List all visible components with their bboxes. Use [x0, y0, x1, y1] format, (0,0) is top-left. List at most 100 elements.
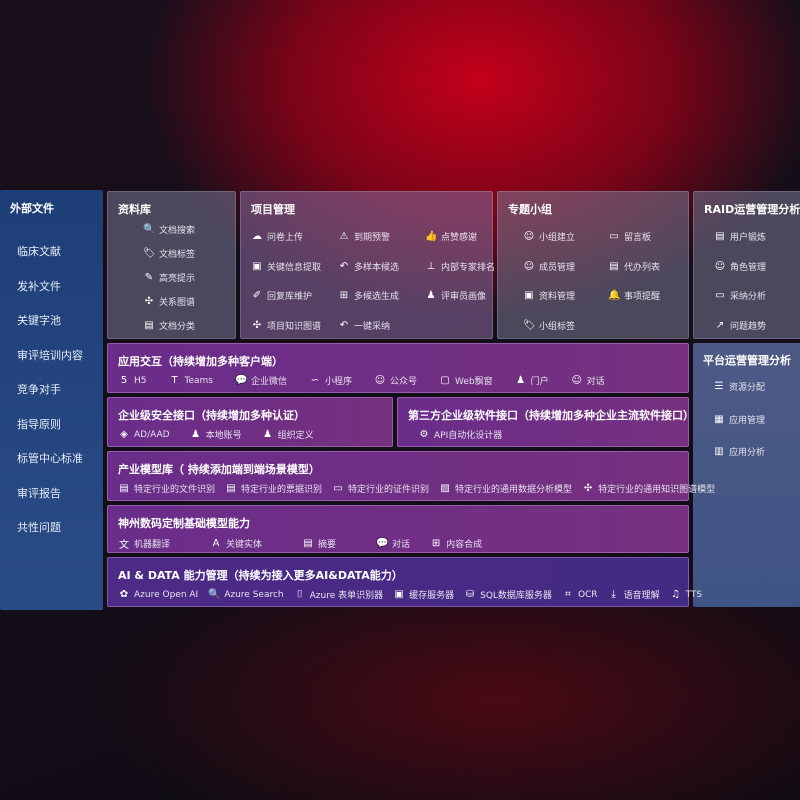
feature-item[interactable]: ▭ 特定行业的证件识别	[332, 482, 429, 495]
feature-item[interactable]: ☺ 角色管理	[714, 260, 766, 273]
ocr-icon: ⌗	[565, 589, 571, 600]
feature-item[interactable]: ▤ 特定行业的票据识别	[225, 482, 322, 495]
sidebar-item[interactable]: 审评报告	[17, 486, 61, 500]
feature-item[interactable]: ▢ Web飘窗	[439, 374, 492, 387]
sidebar-item[interactable]: 发补文件	[17, 279, 61, 293]
feature-label: 多样本候选	[354, 262, 400, 273]
feature-item[interactable]: ⛁ SQL数据库服务器	[464, 588, 552, 601]
feature-item[interactable]: 5 H5	[118, 374, 147, 387]
feature-item[interactable]: ▦ 应用管理	[713, 413, 765, 426]
feature-item[interactable]: ↶ 一键采纳	[338, 319, 390, 332]
feature-item[interactable]: ☺ 小组建立	[523, 230, 575, 243]
feature-item[interactable]: ◈ AD/AAD	[118, 428, 169, 441]
feature-item[interactable]: ↶ 多样本候选	[338, 260, 399, 273]
sidebar-item[interactable]: 审评培训内容	[17, 348, 83, 362]
list-icon: ☰	[714, 381, 724, 392]
feature-item[interactable]: ✣ 关系图谱	[143, 295, 195, 308]
feature-item[interactable]: ▥ 应用分析	[713, 445, 765, 458]
feature-item[interactable]: ▨ 特定行业的通用数据分析模型	[439, 482, 572, 495]
person-icon: ♟	[426, 290, 436, 301]
feature-item[interactable]: ▣ 缓存服务器	[393, 588, 454, 601]
feature-item[interactable]: 🔔 事项提醒	[608, 289, 660, 302]
feature-item[interactable]: ♫ TTS	[670, 588, 702, 601]
feature-item[interactable]: 💬 对话	[376, 536, 410, 551]
feature-item[interactable]: ▤ 摘要	[302, 536, 336, 551]
feature-item[interactable]: ☰ 资源分配	[713, 380, 766, 393]
feature-item[interactable]: A 关键实体	[210, 536, 262, 551]
sidebar-item[interactable]: 标管中心标准	[17, 452, 83, 465]
sidebar-item[interactable]: 指导原则	[17, 417, 61, 431]
feature-item[interactable]: ♟ 评审员画像	[425, 289, 487, 302]
feature-item[interactable]: ♟ 组织定义	[262, 428, 314, 441]
feature-item[interactable]: ⌷ Azure 表单识别器	[294, 588, 384, 601]
feature-label: 用户锻炼	[730, 233, 767, 243]
feature-item[interactable]: ⚠ 到期预警	[338, 230, 391, 243]
feature-item[interactable]: 👍 点赞感谢	[425, 230, 477, 243]
search-doc-icon: 🔍	[208, 589, 221, 600]
sql-icon: ⛁	[465, 589, 475, 600]
feature-label: 机器翻译	[134, 540, 171, 550]
feature-item[interactable]: ☺ 对话	[571, 374, 604, 387]
panel-title: 第三方企业级软件接口（持续增加多种企业主流软件接口）	[408, 409, 694, 422]
feature-item[interactable]: ▤ 用户锻炼	[714, 230, 766, 243]
feature-item[interactable]: 🏷 文档标签	[143, 247, 195, 260]
sidebar-item[interactable]: 共性问题	[17, 521, 61, 534]
feature-item[interactable]: 🏷 小组标签	[523, 319, 575, 332]
feature-item[interactable]: ⊞ 多候选生成	[338, 289, 399, 302]
feature-item[interactable]: ▣ 资料管理	[523, 289, 575, 302]
edit-icon: ✐	[252, 290, 262, 301]
feature-item[interactable]: ∽ 小程序	[309, 374, 352, 387]
feature-item[interactable]: ⚙ API自动化设计器	[418, 428, 503, 441]
panel-title: 资料库	[118, 203, 151, 216]
feature-label: 摘要	[318, 540, 337, 550]
feature-item[interactable]: ☺ 公众号	[374, 374, 417, 387]
feature-label: 成员管理	[539, 262, 576, 273]
feature-item[interactable]: ⊞ 内容合成	[430, 536, 482, 551]
feature-item[interactable]: ✎ 高亮提示	[143, 271, 195, 284]
feature-item[interactable]: ☺ 成员管理	[523, 260, 575, 273]
feature-item[interactable]: ▤ 文档分类	[143, 319, 195, 332]
feature-item[interactable]: 🔍 文档搜索	[143, 223, 195, 236]
feature-item[interactable]: 🔍 Azure Search	[208, 588, 283, 601]
feature-item[interactable]: ▭ 留言板	[608, 230, 651, 243]
feature-item[interactable]: ✐ 回复库维护	[251, 289, 312, 302]
sidebar-item[interactable]: 临床文献	[17, 245, 61, 258]
feature-item[interactable]: 文机器翻译	[118, 536, 170, 551]
feature-label: 关键实体	[226, 540, 263, 550]
feature-item[interactable]: ▭ 采纳分析	[714, 289, 766, 302]
feature-item[interactable]: ✣ 特定行业的通用知识图谱模型	[582, 482, 715, 495]
feature-item[interactable]: ⌗ OCR	[562, 588, 597, 601]
feature-item[interactable]: ♟ 门户	[515, 374, 549, 387]
feature-label: 语音理解	[623, 591, 660, 601]
sidebar-item[interactable]: 竞争对手	[17, 383, 61, 396]
feature-item[interactable]: ♟ 本地账号	[190, 428, 242, 441]
doc-search-icon: 🔍	[143, 224, 156, 235]
feature-label: 评审员画像	[441, 292, 487, 302]
feature-label: 多候选生成	[354, 292, 400, 302]
file-icon: ▤	[119, 483, 129, 494]
graph-icon: ✣	[583, 483, 593, 494]
summary-icon: ▤	[303, 538, 313, 549]
feature-item[interactable]: ▤ 代办列表	[608, 260, 660, 273]
feature-item[interactable]: ↗ 问题趋势	[714, 319, 766, 332]
feature-item[interactable]: ▣ 关键信息提取	[251, 260, 321, 273]
feature-item[interactable]: ✿ Azure Open AI	[118, 588, 198, 601]
feature-label: 特定行业的通用知识图谱模型	[598, 485, 716, 495]
knowledge-graph-icon: ✣	[252, 319, 262, 331]
extract-icon: ▣	[252, 260, 262, 272]
panel-title: 应用交互（持续增加多种客户端）	[118, 355, 283, 368]
feature-item[interactable]: ✣ 项目知识图谱	[251, 319, 321, 332]
feature-item[interactable]: ⤓ 语音理解	[608, 588, 660, 601]
feature-item[interactable]: ▤ 特定行业的文件识别	[118, 482, 215, 495]
id-card-icon: ▤	[715, 231, 725, 242]
tts-icon: ♫	[671, 589, 681, 600]
feature-item[interactable]: ☁ 问卷上传	[251, 230, 303, 243]
feature-item[interactable]: 💬 企业微信	[235, 374, 287, 387]
panel-platform: 平台运营管理分析 ☰ 资源分配 ▦ 应用管理 ▥ 应用分析	[693, 343, 800, 607]
feature-label: 组织定义	[277, 431, 314, 441]
sidebar-item[interactable]: 关键字池	[17, 314, 61, 327]
panel-project-management: 项目管理 ☁ 问卷上传 ⚠ 到期预警 👍 点赞感谢 ▣ 关键信息提取 ↶ 多样本候选 ⊥ 内部专家排名…	[240, 191, 495, 339]
feature-item[interactable]: ⊥ 内部专家排名	[425, 260, 495, 273]
feature-item[interactable]: T Teams	[169, 374, 213, 387]
feature-label: 小组标签	[539, 321, 576, 332]
